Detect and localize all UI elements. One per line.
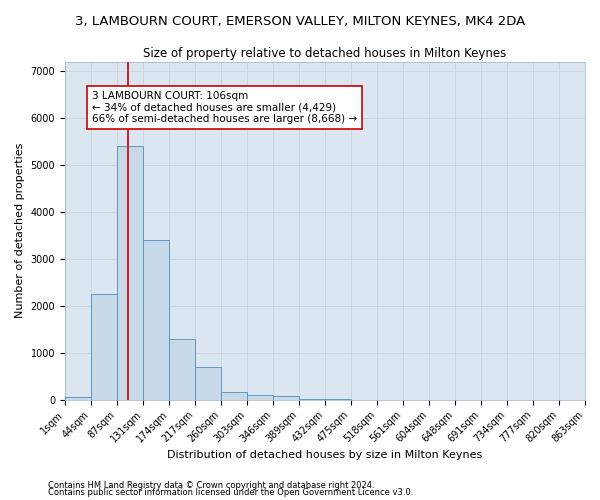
Bar [247,395,273,400]
X-axis label: Distribution of detached houses by size in Milton Keynes: Distribution of detached houses by size … [167,450,482,460]
Bar [221,392,247,400]
Bar [91,294,117,400]
Text: 3, LAMBOURN COURT, EMERSON VALLEY, MILTON KEYNES, MK4 2DA: 3, LAMBOURN COURT, EMERSON VALLEY, MILTO… [75,15,525,28]
Text: 3 LAMBOURN COURT: 106sqm
← 34% of detached houses are smaller (4,429)
66% of sem: 3 LAMBOURN COURT: 106sqm ← 34% of detach… [92,91,357,124]
Bar [195,367,221,400]
Text: Contains public sector information licensed under the Open Government Licence v3: Contains public sector information licen… [48,488,413,497]
Bar [65,398,91,400]
Bar [117,146,143,400]
Bar [273,396,299,400]
Bar [169,338,195,400]
Text: Contains HM Land Registry data © Crown copyright and database right 2024.: Contains HM Land Registry data © Crown c… [48,480,374,490]
Bar [143,240,169,400]
Y-axis label: Number of detached properties: Number of detached properties [15,143,25,318]
Title: Size of property relative to detached houses in Milton Keynes: Size of property relative to detached ho… [143,48,506,60]
